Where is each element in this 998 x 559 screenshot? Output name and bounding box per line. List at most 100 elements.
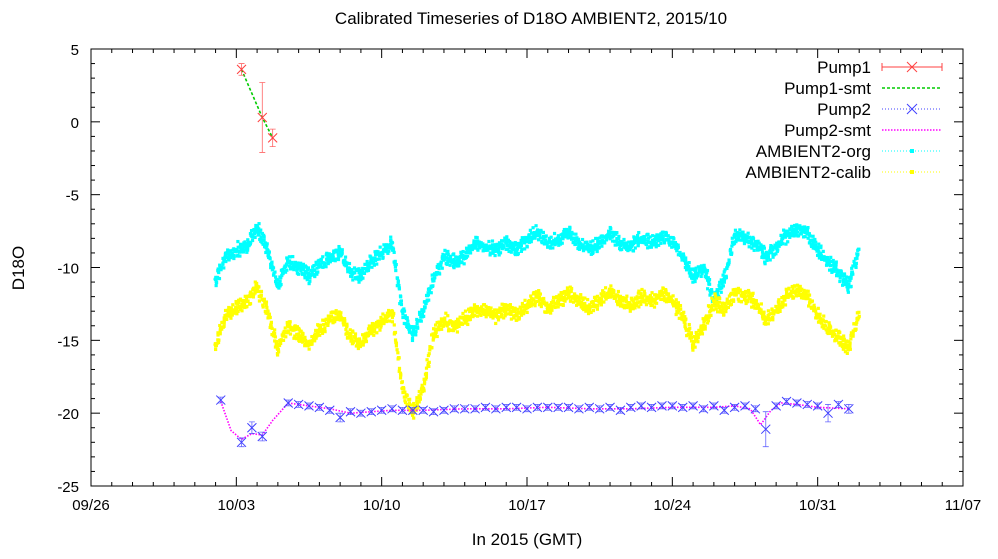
cloud-point bbox=[674, 298, 678, 302]
cloud-point bbox=[569, 289, 573, 294]
cloud-point bbox=[214, 283, 218, 288]
cloud-point bbox=[399, 302, 404, 307]
cloud-point bbox=[386, 251, 390, 255]
cloud-point bbox=[465, 314, 469, 318]
cloud-point bbox=[852, 259, 856, 264]
legend-item: Pump1-smt bbox=[784, 79, 942, 98]
series-ambient2-calib bbox=[213, 280, 861, 420]
cloud-point bbox=[468, 317, 472, 322]
legend-label: Pump1 bbox=[817, 58, 871, 77]
data-point bbox=[400, 386, 405, 391]
data-point bbox=[812, 401, 823, 411]
cloud-point bbox=[415, 402, 419, 406]
cloud-point bbox=[753, 244, 757, 248]
cloud-point bbox=[813, 237, 817, 242]
cloud-point bbox=[622, 306, 627, 310]
cloud-point bbox=[452, 266, 456, 270]
data-point bbox=[594, 403, 605, 414]
cloud-point bbox=[636, 239, 640, 243]
cloud-point bbox=[822, 326, 826, 330]
cloud-point bbox=[714, 304, 718, 308]
cloud-point bbox=[244, 296, 249, 300]
cloud-point bbox=[407, 397, 411, 402]
cloud-point bbox=[491, 316, 495, 320]
cloud-point bbox=[855, 256, 859, 260]
cloud-point bbox=[324, 322, 328, 326]
data-point bbox=[545, 240, 550, 245]
cloud-point bbox=[316, 259, 321, 263]
cloud-point bbox=[348, 328, 352, 332]
cloud-point bbox=[756, 239, 760, 243]
cloud-point bbox=[643, 292, 647, 296]
cloud-point bbox=[591, 301, 595, 305]
cloud-point bbox=[489, 306, 493, 310]
data-point bbox=[400, 309, 405, 314]
cloud-point bbox=[415, 399, 419, 403]
cloud-point bbox=[353, 332, 358, 336]
cloud-point bbox=[446, 249, 450, 254]
cloud-point bbox=[806, 236, 810, 240]
cloud-point bbox=[646, 246, 650, 250]
data-point bbox=[215, 395, 226, 405]
cloud-point bbox=[407, 401, 412, 405]
cloud-point bbox=[326, 314, 330, 318]
cloud-point bbox=[628, 306, 632, 311]
cloud-point bbox=[706, 287, 710, 291]
cloud-point bbox=[245, 250, 249, 254]
cloud-point bbox=[467, 244, 471, 248]
cloud-point bbox=[398, 301, 402, 306]
data-point bbox=[719, 405, 730, 416]
cloud-point bbox=[523, 247, 527, 251]
cloud-point bbox=[495, 308, 499, 312]
cloud-point bbox=[429, 291, 433, 295]
x-tick-label: 10/24 bbox=[654, 497, 692, 514]
cloud-point bbox=[770, 251, 774, 255]
cloud-point bbox=[273, 270, 277, 274]
cloud-point bbox=[439, 324, 444, 328]
cloud-point bbox=[236, 309, 240, 313]
cloud-point bbox=[399, 295, 403, 299]
cloud-point bbox=[814, 309, 818, 313]
cloud-point bbox=[375, 331, 379, 335]
cloud-point bbox=[676, 253, 680, 257]
cloud-point bbox=[240, 250, 244, 254]
cloud-point bbox=[576, 237, 581, 241]
data-point bbox=[615, 405, 626, 416]
cloud-point bbox=[415, 396, 419, 400]
data-point bbox=[542, 402, 553, 413]
cloud-point bbox=[639, 299, 643, 304]
data-point bbox=[722, 276, 727, 282]
cloud-point bbox=[547, 236, 552, 240]
data-point bbox=[709, 401, 719, 411]
data-point bbox=[792, 398, 802, 408]
cloud-point bbox=[345, 261, 349, 265]
cloud-point bbox=[774, 252, 778, 256]
data-point bbox=[701, 265, 706, 270]
cloud-point bbox=[326, 323, 330, 327]
cloud-point bbox=[673, 301, 678, 305]
cloud-point bbox=[715, 296, 719, 301]
cloud-point bbox=[513, 306, 517, 310]
cloud-point bbox=[718, 296, 722, 301]
cloud-point bbox=[498, 241, 502, 246]
cloud-point bbox=[424, 375, 428, 379]
cloud-point bbox=[722, 313, 726, 317]
cloud-point bbox=[513, 308, 517, 312]
cloud-point bbox=[571, 240, 575, 245]
data-point bbox=[698, 403, 709, 414]
cloud-point bbox=[314, 260, 318, 264]
cloud-point bbox=[470, 312, 475, 316]
cloud-point bbox=[835, 338, 839, 342]
cloud-point bbox=[293, 334, 297, 338]
cloud-point bbox=[406, 403, 410, 407]
cloud-point bbox=[317, 324, 321, 328]
cloud-point bbox=[478, 246, 482, 250]
cloud-point bbox=[664, 300, 669, 304]
cloud-point bbox=[554, 305, 558, 309]
cloud-point bbox=[686, 332, 690, 337]
cloud-point bbox=[474, 308, 478, 313]
legend-marker bbox=[910, 170, 914, 174]
cloud-point bbox=[618, 294, 623, 298]
data-point bbox=[846, 346, 852, 352]
cloud-point bbox=[616, 289, 621, 294]
